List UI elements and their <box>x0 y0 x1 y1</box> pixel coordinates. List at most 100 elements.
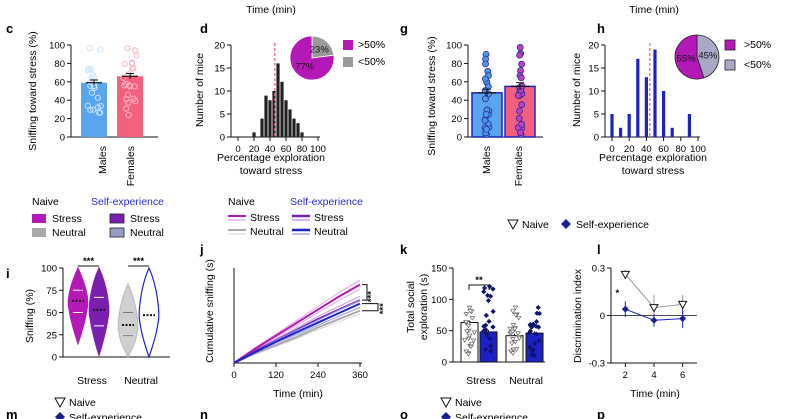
c-dot <box>94 94 102 101</box>
d-hist-bar <box>264 95 268 137</box>
d-xlabel-line2: toward stress <box>240 165 302 177</box>
panel-g: Sniffing toward stress (%) 020406080100 … <box>426 36 543 186</box>
panel-label-d: d <box>200 21 208 36</box>
legend-i-self-neutral-swatch <box>109 227 125 238</box>
l-ytick-label: 0.3 <box>592 264 605 275</box>
k-dot-naive <box>510 309 516 314</box>
k-dot-naive <box>464 329 470 335</box>
c-dot <box>87 107 94 114</box>
d-ytick-label: 5 <box>220 110 225 121</box>
k-dot-naive <box>463 312 470 317</box>
k-legend-naive: Naive <box>455 397 482 409</box>
legend-kl-self: Self-experience <box>576 219 649 231</box>
k-dot-naive <box>466 333 473 339</box>
k-dot-self <box>532 340 538 347</box>
c-dot <box>97 102 104 110</box>
c-dot <box>123 105 130 112</box>
k-dot-self <box>485 292 491 298</box>
h-ytick-label: 0 <box>594 133 599 144</box>
c-dot <box>96 109 104 116</box>
d-ytick-label: 10 <box>214 87 225 98</box>
k-ylabel-line2: exploration (s) <box>418 274 430 341</box>
g-dot <box>481 116 489 124</box>
c-ylabel: Sniffing toward stress (%) <box>27 31 39 150</box>
h-ytick-label: 15 <box>588 64 599 75</box>
g-dot <box>518 101 526 109</box>
d-hist-bar <box>280 81 284 137</box>
c-dot <box>84 67 92 74</box>
i-violin <box>117 282 139 359</box>
h-hist-bar <box>644 77 648 137</box>
c-dot <box>97 46 104 53</box>
l-xlabel: Time (min) <box>630 388 680 400</box>
legend-i-naive: Naive <box>32 196 59 208</box>
c-dot <box>125 111 132 119</box>
h-hist-bar <box>636 58 640 137</box>
c-dot <box>133 52 140 59</box>
c-dot <box>130 95 137 102</box>
l-xtick-label: 2 <box>623 370 628 381</box>
d-xtick-label: 100 <box>310 144 326 155</box>
c-ytick-label: 20 <box>54 114 65 125</box>
i-ytick-label: 100 <box>41 264 57 275</box>
k-dot-self <box>485 298 492 304</box>
c-dot <box>124 45 131 52</box>
c-dot <box>121 60 128 68</box>
g-dot <box>482 60 489 68</box>
h-ytick-label: 10 <box>588 87 599 98</box>
h-hist-bar <box>610 114 614 137</box>
k-dot-naive <box>465 323 472 329</box>
c-dot <box>88 89 96 96</box>
m-legend-self: Self-experience <box>69 412 142 419</box>
panel-label-o: o <box>400 407 408 419</box>
h-hist-bar <box>653 49 657 137</box>
g-dot <box>482 110 490 118</box>
h-pie-slice-lt50 <box>696 34 720 79</box>
k-dot-self <box>528 323 534 329</box>
c-dot <box>87 78 94 86</box>
k-sig-bracket <box>468 284 490 290</box>
k-dot-naive <box>512 313 519 318</box>
d-legend-swatch-gt50 <box>343 40 353 50</box>
g-ytick-label: 80 <box>451 59 462 70</box>
j-xtick-label: 360 <box>352 370 368 381</box>
k-dot-naive <box>467 309 474 314</box>
d-pie-slice-lt50 <box>311 35 335 59</box>
g-dot <box>518 120 525 128</box>
panel-label-n: n <box>200 407 208 419</box>
d-pie-label-gt50: 77% <box>295 61 315 72</box>
k-ytick-label: 50 <box>436 326 447 337</box>
c-ytick-label: 0 <box>60 133 65 144</box>
d-hist-bar <box>252 132 256 137</box>
h-hist-bar <box>687 114 691 137</box>
h-xlabel-line2: toward stress <box>622 165 684 177</box>
d-hist-bar <box>288 109 292 137</box>
g-dot <box>482 95 489 103</box>
k-dot-self <box>487 283 493 290</box>
c-dot <box>131 83 138 90</box>
k-dot-naive <box>461 338 468 343</box>
panel-j: Cumulative sniffing (s) 0 120 240 360 *****… <box>204 259 389 400</box>
k-dot-naive <box>509 341 515 346</box>
i-xtick-stress: Stress <box>77 375 107 387</box>
panel-label-h: h <box>597 21 605 36</box>
l-point-self <box>650 316 658 324</box>
d-legend-gt50: >50% <box>358 39 385 51</box>
h-legend-gt50: >50% <box>744 39 771 51</box>
legend-i-self-stress-swatch <box>109 213 125 224</box>
k-dot-self <box>483 346 489 352</box>
g-ytick-label: 0 <box>457 133 462 144</box>
j-ylabel: Cumulative sniffing (s) <box>204 259 216 363</box>
c-dot <box>120 74 127 81</box>
k-dot-self <box>482 328 488 335</box>
c-bar-females <box>117 76 143 137</box>
i-sig-stress: *** <box>83 256 94 267</box>
j-xtick-label: 0 <box>231 370 236 381</box>
k-bar-self-experience <box>479 331 498 363</box>
c-dot <box>90 106 97 113</box>
k-dot-self <box>529 352 535 358</box>
k-dot-self <box>490 324 496 330</box>
g-ytick-label: 60 <box>451 77 462 88</box>
k-dot-self <box>481 289 487 295</box>
